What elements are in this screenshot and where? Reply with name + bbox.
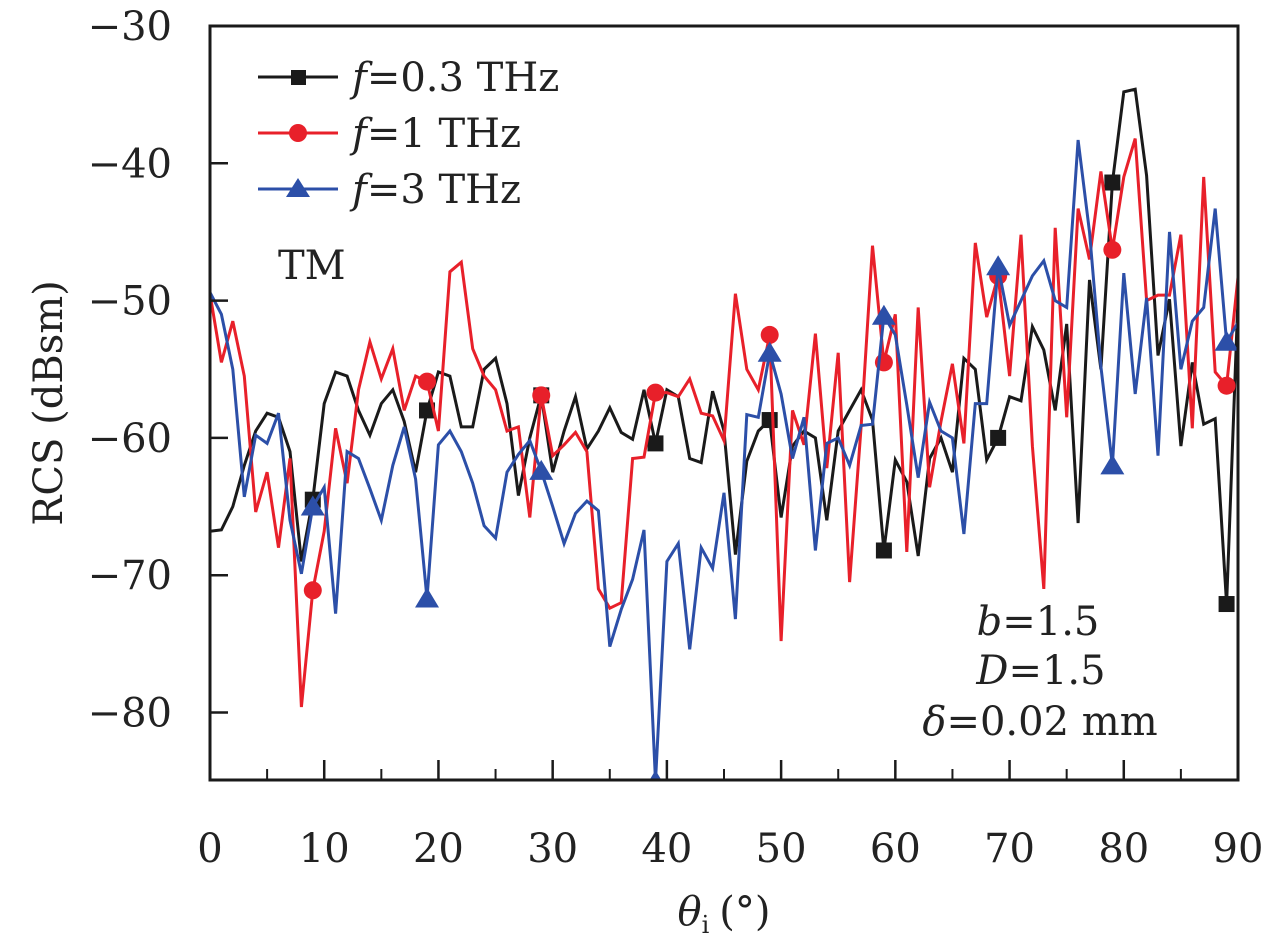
legend: f=0.3 THz f=1 THz f=3 THz [258,55,559,213]
data-marker-square [875,542,892,559]
x-tick-label: 30 [527,826,578,872]
data-marker-circle [418,372,437,391]
param-b: b=1.5 [977,599,1100,645]
series-line-2 [210,139,1238,780]
legend-square-icon [291,70,306,85]
x-tick-label: 10 [299,826,350,872]
data-marker-circle [303,581,322,600]
data-marker-triangle [649,770,662,780]
y-tick-label: −60 [88,416,172,462]
data-marker-triangle [1100,454,1125,475]
legend-triangle-icon [286,178,310,197]
legend-circle-icon [289,124,307,142]
x-tick-label: 70 [984,826,1035,872]
data-marker-circle [760,325,779,344]
x-axis-title: θi (°) [678,889,771,939]
series-layer [210,87,1238,780]
y-tick-label: −40 [88,141,172,187]
y-tick-label: −30 [88,4,172,50]
ticks-layer: 0 10 20 30 40 50 60 70 80 90 −30 −40 −50 −60 −70 −80 [88,4,1264,872]
mode-annotation: TM [278,243,346,289]
x-axis-subscript: i [702,911,710,939]
x-tick-label: 20 [413,826,464,872]
data-marker-square [419,402,436,419]
legend-label-1: f=1 THz [349,111,521,157]
data-marker-circle [1217,376,1236,395]
series-2 [210,139,1238,780]
series-1 [210,138,1238,708]
data-marker-circle [1103,240,1122,259]
data-marker-square [647,435,664,452]
data-marker-triangle [1214,330,1238,351]
x-tick-label: 60 [870,826,921,872]
x-tick-label: 90 [1213,826,1264,872]
x-tick-label: 0 [197,826,222,872]
series-line-1 [210,138,1238,708]
legend-item-1: f=1 THz [258,111,521,157]
data-marker-triangle [529,459,554,480]
y-axis-title: RCS (dBsm) [26,280,72,526]
data-marker-square [1104,174,1121,191]
x-axis-symbol: θ [678,889,702,935]
x-tick-label: 50 [756,826,807,872]
param-d: D=1.5 [975,648,1105,694]
y-tick-label: −50 [88,279,172,325]
data-marker-square [761,412,778,429]
data-marker-square [1218,596,1235,613]
x-tick-label: 80 [1098,826,1149,872]
x-axis-unit: (°) [719,889,770,935]
x-tick-label: 40 [641,826,692,872]
legend-item-2: f=3 THz [258,167,521,213]
y-tick-label: −80 [88,691,172,737]
data-marker-triangle [871,304,896,325]
param-delta: δ=0.02 mm [922,699,1157,745]
data-marker-triangle [300,495,325,516]
y-tick-label: −70 [88,553,172,599]
data-marker-triangle [415,587,440,608]
data-marker-triangle [757,341,782,362]
data-marker-circle [646,383,665,402]
data-marker-square [990,429,1007,446]
legend-label-2: f=3 THz [349,167,521,213]
legend-label-0: f=0.3 THz [349,55,559,101]
data-marker-circle [532,386,551,405]
legend-item-0: f=0.3 THz [258,55,559,101]
data-marker-triangle [986,255,1011,276]
